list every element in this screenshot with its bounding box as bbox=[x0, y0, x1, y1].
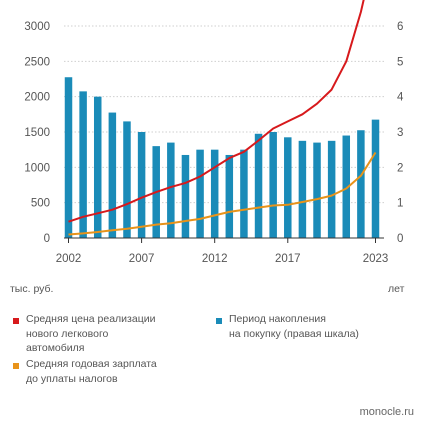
bar bbox=[64, 77, 73, 238]
bar bbox=[284, 137, 292, 238]
bar bbox=[313, 142, 321, 238]
bar bbox=[93, 96, 102, 239]
left-axis-tick-label: 0 bbox=[44, 233, 50, 245]
bar bbox=[137, 132, 146, 238]
bar bbox=[298, 140, 307, 238]
bar bbox=[269, 132, 277, 238]
x-axis-tick-label: 2023 bbox=[363, 253, 389, 265]
right-axis-unit: лет bbox=[388, 283, 405, 295]
bar bbox=[210, 149, 219, 238]
bar bbox=[167, 142, 175, 238]
right-axis-tick-label: 4 bbox=[397, 92, 404, 104]
right-axis-tick-label: 5 bbox=[397, 56, 403, 68]
legend-period-line-1: Период накопления bbox=[229, 313, 326, 325]
bar bbox=[196, 149, 204, 238]
left-axis-tick-label: 1500 bbox=[24, 127, 50, 139]
bar bbox=[79, 91, 87, 238]
series-line bbox=[68, 0, 365, 223]
bar bbox=[327, 140, 336, 238]
bar bbox=[225, 154, 234, 238]
left-axis-tick-label: 3000 bbox=[24, 21, 50, 33]
legend-salary-line-1: Средняя годовая зарплата bbox=[26, 358, 157, 370]
series-line bbox=[68, 151, 377, 236]
legend-swatch-price bbox=[13, 318, 19, 324]
right-axis-tick-label: 0 bbox=[397, 233, 403, 245]
x-axis-tick-label: 2002 bbox=[56, 253, 82, 265]
bar bbox=[181, 154, 190, 238]
right-axis-tick-label: 2 bbox=[397, 162, 403, 174]
bar bbox=[371, 119, 380, 238]
legend-swatch-period bbox=[216, 318, 222, 324]
x-axis-tick-label: 2012 bbox=[202, 253, 228, 265]
bar bbox=[254, 133, 263, 238]
chart: 0 500 1000 1500 2000 2500 3000 0 1 2 3 4 5 6 2002 2007 2… bbox=[24, 0, 404, 265]
bar bbox=[342, 135, 351, 238]
legend-price-line-3: автомобиля bbox=[26, 342, 85, 354]
source-credit: monocle.ru bbox=[359, 406, 414, 418]
legend-period-line-2: на покупку (правая шкала) bbox=[229, 327, 359, 340]
right-axis-tick-label: 1 bbox=[397, 198, 403, 210]
legend-price-line-2: нового легкового bbox=[26, 327, 109, 340]
left-axis-tick-label: 2000 bbox=[24, 92, 50, 104]
bar bbox=[240, 149, 248, 238]
left-axis-tick-label: 500 bbox=[31, 198, 50, 210]
legend-salary-line-2: до уплаты налогов bbox=[26, 372, 118, 385]
bar bbox=[108, 112, 117, 238]
right-axis-tick-label: 3 bbox=[397, 127, 403, 139]
left-axis-tick-label: 1000 bbox=[24, 162, 50, 174]
left-axis-tick-label: 2500 bbox=[24, 56, 50, 68]
legend-label-salary: Средняя годовая зарплата до уплаты налог… bbox=[26, 357, 157, 386]
bar bbox=[123, 121, 131, 238]
bar bbox=[357, 130, 365, 238]
left-axis-unit: тыс. руб. bbox=[10, 283, 54, 295]
legend-price-line-1: Средняя цена реализации bbox=[26, 313, 156, 325]
right-axis-tick-label: 6 bbox=[397, 21, 403, 33]
x-axis-tick-label: 2017 bbox=[275, 253, 301, 265]
x-axis-tick-label: 2007 bbox=[129, 253, 155, 265]
legend-label-price: Средняя цена реализации нового легкового… bbox=[26, 312, 155, 356]
legend-label-period: Период накопления на покупку (правая шка… bbox=[229, 312, 359, 341]
legend-swatch-salary bbox=[13, 363, 19, 369]
